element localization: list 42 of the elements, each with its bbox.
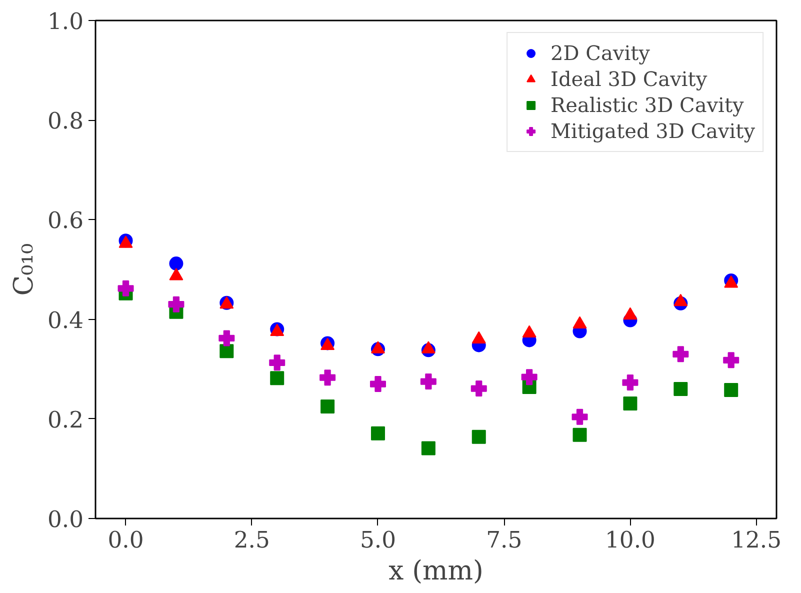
point: [421, 441, 436, 456]
y-tick-label: 0.0: [47, 507, 84, 533]
point: [572, 408, 588, 425]
point: [118, 280, 134, 296]
point: [572, 428, 587, 442]
point: [622, 374, 638, 391]
point: [724, 383, 738, 398]
point: [472, 430, 486, 444]
y-tick-label: 1.0: [47, 9, 84, 35]
legend-label: Mitigated 3D Cavity: [550, 119, 755, 143]
point: [218, 330, 235, 346]
point: [320, 399, 335, 414]
point: [470, 380, 487, 397]
legend-label: 2D Cavity: [550, 41, 650, 65]
x-tick-label: 5.0: [360, 528, 396, 554]
y-tick-label: 0.8: [47, 108, 84, 135]
point: [320, 370, 336, 386]
x-tick-label: 7.5: [486, 528, 522, 554]
point: [521, 369, 538, 386]
point: [169, 256, 184, 271]
legend-label: Ideal 3D Cavity: [550, 67, 708, 91]
y-axis-title: C₀₁₀: [8, 243, 40, 296]
point: [420, 374, 436, 390]
x-tick-label: 2.5: [234, 528, 270, 554]
point: [672, 346, 689, 362]
point: [270, 371, 284, 386]
point: [269, 354, 286, 371]
y-tick-label: 0.2: [47, 407, 84, 434]
x-axis-title: x (mm): [388, 556, 484, 586]
point: [220, 344, 234, 358]
x-tick-label: 12.5: [731, 528, 782, 554]
point: [674, 382, 688, 396]
point: [168, 296, 184, 312]
point: [370, 426, 385, 440]
y-tick-label: 0.4: [47, 308, 84, 334]
x-tick-label: 0.0: [108, 528, 144, 554]
y-tick-label: 0.6: [47, 208, 84, 234]
x-tick-label: 10.0: [604, 528, 656, 554]
point: [370, 376, 386, 392]
point: [623, 396, 638, 410]
legend-label: Realistic 3D Cavity: [550, 93, 744, 117]
point: [723, 352, 740, 368]
